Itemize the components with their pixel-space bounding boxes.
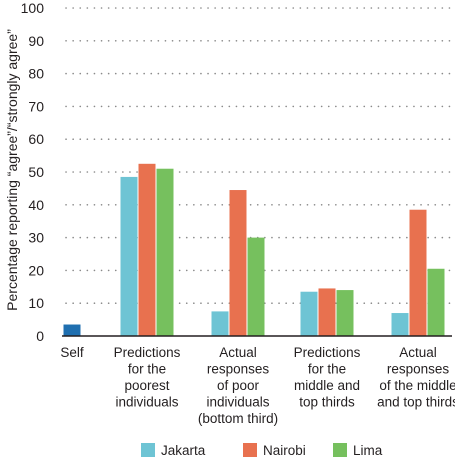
bar-lima-3: [336, 290, 354, 336]
y-tick-label-60: 60: [28, 131, 44, 147]
bar-lima-2: [247, 237, 265, 336]
legend-label-jakarta: Jakarta: [161, 443, 206, 458]
bar-nairobi-1: [138, 163, 156, 336]
y-tick-label-20: 20: [28, 262, 44, 278]
legend-label-nairobi: Nairobi: [263, 443, 306, 458]
y-tick-label-100: 100: [21, 0, 45, 16]
legend-item-lima: Lima: [333, 443, 383, 458]
y-tick-label-90: 90: [28, 33, 44, 49]
x-category-label-2: Actual responses of poor individuals (bottom…: [198, 345, 278, 426]
legend-swatch-jakarta: [141, 443, 155, 457]
y-tick-label-50: 50: [28, 164, 44, 180]
x-category-label-0: Self: [60, 345, 84, 360]
y-tick-label-80: 80: [28, 66, 44, 82]
legend: Jakarta Nairobi Lima: [141, 443, 383, 458]
bars: [63, 163, 445, 336]
legend-item-jakarta: Jakarta: [141, 443, 206, 458]
legend-item-nairobi: Nairobi: [243, 443, 306, 458]
bar-nairobi-4: [409, 209, 427, 336]
y-tick-label-10: 10: [28, 295, 44, 311]
bar-lima-4: [427, 268, 445, 336]
bar-jakarta-3: [300, 291, 318, 336]
bar-nairobi-3: [318, 288, 336, 336]
bar-self: [63, 324, 81, 336]
y-tick-label-30: 30: [28, 230, 44, 246]
bar-jakarta-2: [211, 311, 229, 336]
bar-jakarta-1: [120, 176, 138, 336]
y-tick-label-70: 70: [28, 98, 44, 114]
bar-lima-1: [156, 168, 174, 336]
y-axis-title: Percentage reporting “agree”/“strongly a…: [4, 29, 20, 311]
x-category-label-3: Predictions for the middle and top thirds: [294, 345, 361, 410]
x-category-label-1: Predictions for the poorest individuals: [114, 345, 181, 410]
x-axis-category-labels: Self Predictions for the poorest individuals…: [60, 345, 455, 426]
y-tick-label-40: 40: [28, 197, 44, 213]
legend-label-lima: Lima: [353, 443, 383, 458]
bar-nairobi-2: [229, 190, 247, 336]
x-category-label-4: Actual responses of the middle and top thir…: [377, 345, 455, 410]
y-axis-ticks: 0 10 20 30 40 50 60 70 80 90 100: [21, 0, 45, 344]
bar-jakarta-4: [391, 313, 409, 336]
legend-swatch-lima: [333, 443, 347, 457]
legend-swatch-nairobi: [243, 443, 257, 457]
y-tick-label-0: 0: [36, 328, 44, 344]
